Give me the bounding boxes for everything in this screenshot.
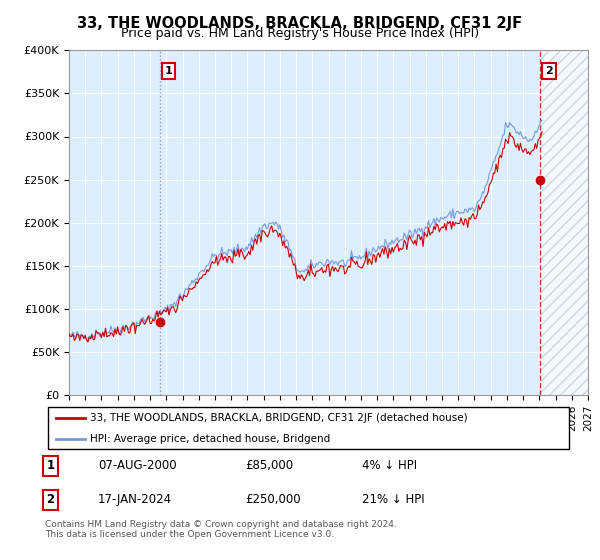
Text: 1: 1 bbox=[46, 459, 55, 473]
Text: HPI: Average price, detached house, Bridgend: HPI: Average price, detached house, Brid… bbox=[90, 435, 330, 444]
FancyBboxPatch shape bbox=[47, 407, 569, 449]
Text: 4% ↓ HPI: 4% ↓ HPI bbox=[362, 459, 417, 473]
Text: 17-JAN-2024: 17-JAN-2024 bbox=[98, 493, 172, 506]
Text: Price paid vs. HM Land Registry's House Price Index (HPI): Price paid vs. HM Land Registry's House … bbox=[121, 27, 479, 40]
Text: 21% ↓ HPI: 21% ↓ HPI bbox=[362, 493, 424, 506]
Text: Contains HM Land Registry data © Crown copyright and database right 2024.
This d: Contains HM Land Registry data © Crown c… bbox=[45, 520, 397, 539]
Text: 07-AUG-2000: 07-AUG-2000 bbox=[98, 459, 176, 473]
Text: £250,000: £250,000 bbox=[245, 493, 301, 506]
Bar bbox=[541, 50, 588, 395]
Text: 1: 1 bbox=[164, 66, 172, 76]
Text: 2: 2 bbox=[545, 66, 553, 76]
Text: £85,000: £85,000 bbox=[245, 459, 294, 473]
Text: 2: 2 bbox=[46, 493, 55, 506]
Text: 33, THE WOODLANDS, BRACKLA, BRIDGEND, CF31 2JF (detached house): 33, THE WOODLANDS, BRACKLA, BRIDGEND, CF… bbox=[90, 413, 467, 423]
Bar bbox=[541, 50, 588, 395]
Text: 33, THE WOODLANDS, BRACKLA, BRIDGEND, CF31 2JF: 33, THE WOODLANDS, BRACKLA, BRIDGEND, CF… bbox=[77, 16, 523, 31]
